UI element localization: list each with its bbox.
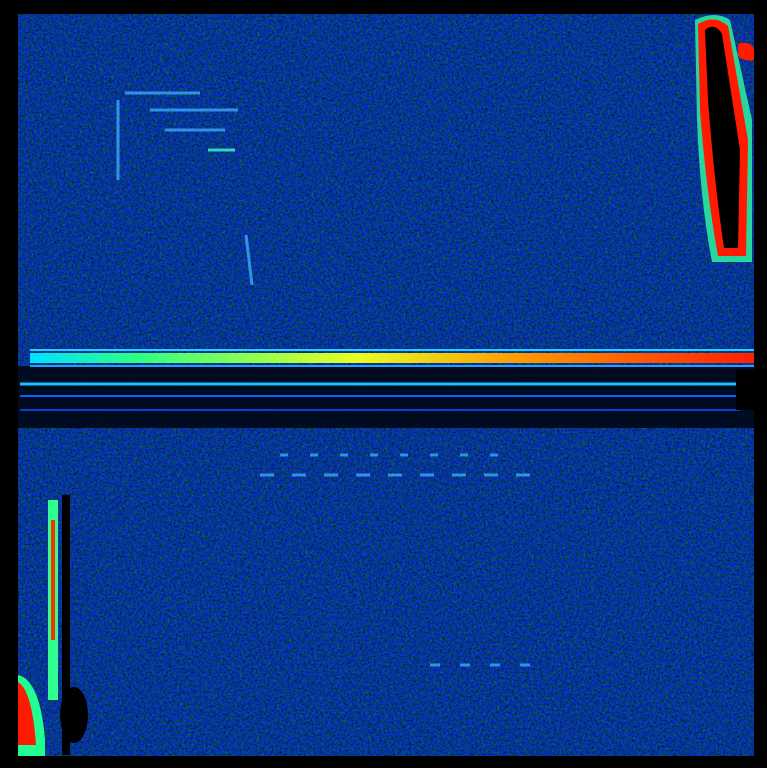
- hot-region-top-right: [695, 15, 754, 262]
- dark-notch: [736, 370, 754, 410]
- faint-lines: [116, 91, 530, 667]
- bright-streak: [30, 353, 754, 363]
- hot-region-bottom-left: [18, 495, 88, 756]
